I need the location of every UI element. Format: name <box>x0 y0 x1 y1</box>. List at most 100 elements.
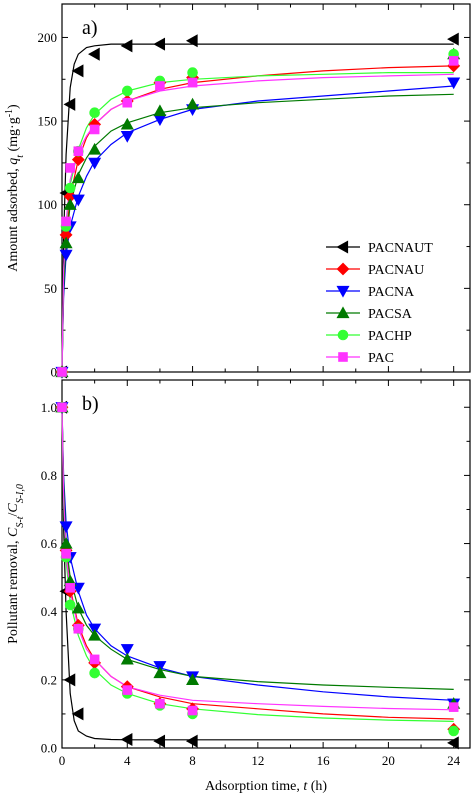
point-pacnaut <box>153 734 166 748</box>
ytick-label: 0 <box>51 365 58 380</box>
ytick-label: 100 <box>38 197 58 212</box>
point-pacna <box>88 157 102 170</box>
point-pacsa <box>71 171 85 184</box>
point-pac <box>73 623 84 634</box>
point-pacsa <box>71 601 85 614</box>
fit-curve-pacsa <box>61 407 454 690</box>
xtick-label: 0 <box>59 753 66 768</box>
point-pacnaut <box>71 707 84 721</box>
panel-a-ticks: 0 50 100 150 200 <box>38 4 470 380</box>
point-pacnaut <box>447 32 459 46</box>
legend-marker-pacnaut <box>336 240 349 254</box>
point-pacna <box>120 131 134 143</box>
xtick-label: 20 <box>382 753 395 768</box>
point-pacsa <box>153 666 167 679</box>
legend-label-pachp: PACHP <box>368 329 412 344</box>
legend-marker-pacsa <box>336 306 350 319</box>
point-pacnaut <box>88 47 100 61</box>
point-pacna <box>59 249 73 262</box>
point-pachp <box>89 107 100 119</box>
point-pacna <box>59 521 73 534</box>
ytick-label: 0.4 <box>41 604 58 619</box>
legend-label-pacsa: PACSA <box>368 307 413 322</box>
point-pacna <box>71 194 85 207</box>
point-pacnaut <box>185 734 198 748</box>
point-pacsa <box>59 536 73 549</box>
fit-curve-pac <box>61 73 454 373</box>
point-pacnaut <box>447 736 459 750</box>
point-pac <box>57 367 67 377</box>
xtick-label: 24 <box>447 753 461 768</box>
point-pacnau <box>71 153 85 166</box>
point-pac <box>155 698 165 709</box>
fit-curve-pacnaut <box>61 43 454 373</box>
point-pac <box>187 705 198 716</box>
point-pacsa <box>63 198 77 210</box>
legend: PACNAUT PACNAU PACNA PACSA PACHP PAC <box>326 240 433 366</box>
panel-b-xlabel: Adsorption time, t (h) <box>205 779 327 794</box>
legend-marker-pacna <box>336 285 350 298</box>
ytick-label: 0.2 <box>41 672 57 687</box>
point-pac <box>65 163 75 173</box>
point-pachp <box>64 182 76 194</box>
point-pachp <box>448 725 459 737</box>
point-pacnaut <box>120 39 133 53</box>
panel-a-fit-curves <box>61 43 454 373</box>
point-pacsa <box>186 97 200 110</box>
legend-label-pacna: PACNA <box>368 285 415 300</box>
point-pacna <box>153 114 167 127</box>
point-pac <box>187 77 198 88</box>
fit-curve-pachp <box>61 407 454 722</box>
point-pacnaut <box>63 673 76 687</box>
point-pac <box>57 402 67 413</box>
point-pacna <box>120 644 134 656</box>
point-pac <box>73 146 84 156</box>
ytick-label: 50 <box>44 281 57 296</box>
panel-b-letter: b) <box>82 393 99 415</box>
point-pacnaut <box>63 97 76 111</box>
point-pac <box>61 216 71 227</box>
legend-label-pacnau: PACNAU <box>368 263 424 278</box>
point-pac <box>61 548 71 559</box>
point-pacsa <box>120 117 134 130</box>
point-pacsa <box>153 104 167 117</box>
point-pac <box>122 685 133 695</box>
panel-b-ticks: 0.0 0.2 0.4 0.6 0.8 1.0 0 4 8 12 16 20 24 <box>41 380 470 768</box>
point-pacnaut <box>153 37 166 51</box>
ytick-label: 0.6 <box>41 536 58 551</box>
ytick-label: 200 <box>38 30 58 45</box>
point-pacna <box>447 77 461 90</box>
ytick-label: 0.0 <box>41 741 57 756</box>
point-pachp <box>89 667 100 679</box>
fit-curve-pacnau <box>61 65 454 373</box>
ytick-label: 150 <box>38 114 58 129</box>
panel-a-ylabel: Amount adsorbed, qt (mg·g-1) <box>4 104 26 272</box>
point-pac <box>122 97 133 108</box>
point-pac <box>448 702 459 712</box>
panel-b-fit-curves <box>61 407 454 741</box>
panel-b-ylabel: Pollutant removal, CS-t/CS-I,0 <box>6 484 26 644</box>
panel-b-data-points <box>55 400 461 750</box>
legend-marker-pac <box>338 352 348 362</box>
point-pac <box>89 654 100 665</box>
panel-a-frame <box>61 3 471 373</box>
xtick-label: 8 <box>189 753 196 768</box>
point-pachp <box>64 599 76 611</box>
panel-a-letter: a) <box>82 17 98 39</box>
xtick-label: 12 <box>251 753 264 768</box>
panel-a-data-points <box>55 32 461 379</box>
point-pachp <box>121 85 133 97</box>
legend-marker-pachp <box>337 329 349 341</box>
ytick-label: 0.8 <box>41 468 57 483</box>
point-pacnaut <box>71 64 84 78</box>
xtick-label: 4 <box>124 753 131 768</box>
point-pacsa <box>88 628 102 641</box>
legend-label-pac: PAC <box>368 351 394 366</box>
point-pac <box>448 56 459 66</box>
point-pac <box>65 583 75 593</box>
point-pachp <box>187 67 198 78</box>
point-pac <box>89 124 100 135</box>
point-pac <box>155 81 165 91</box>
